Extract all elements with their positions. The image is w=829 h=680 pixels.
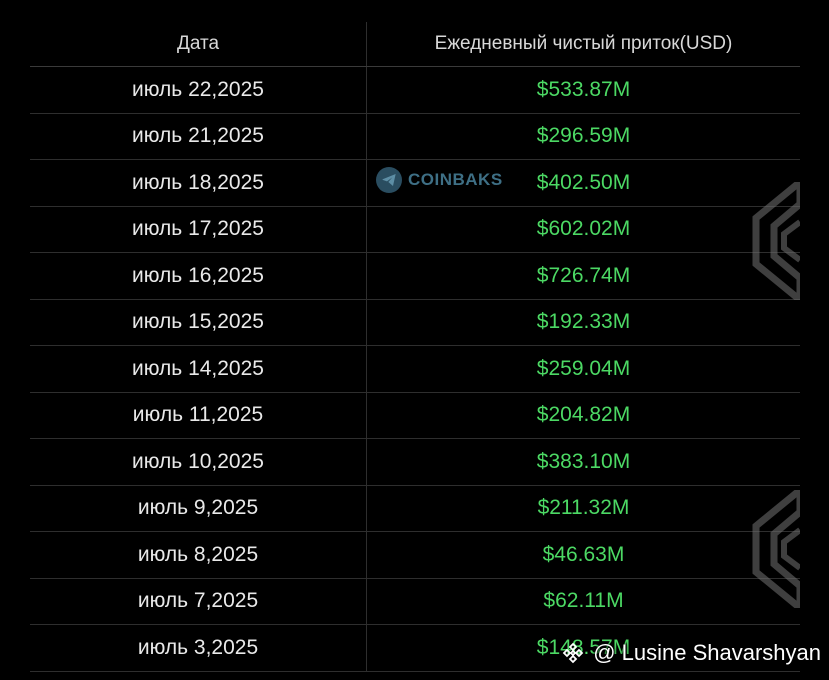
watermark-logo-icon <box>752 182 800 300</box>
binance-logo-icon <box>562 642 584 664</box>
row-date: июль 11,2025 <box>132 403 264 427</box>
row-date: июль 14,2025 <box>132 356 264 380</box>
row-net-inflow: $726.74M <box>366 253 800 299</box>
row-date: июль 21,2025 <box>132 124 264 148</box>
row-date: июль 3,2025 <box>137 635 259 659</box>
author-credit: @ Lusine Shavarshyan <box>561 640 821 666</box>
row-net-inflow: $383.10M <box>366 439 800 485</box>
table-row: июль 3,2025 $148.57M <box>30 625 800 672</box>
row-date: июль 18,2025 <box>132 170 264 194</box>
row-date: июль 9,2025 <box>137 496 259 520</box>
table-row: июль 22,2025 $533.87M <box>30 67 800 114</box>
table-row: июль 8,2025 $46.63M <box>30 532 800 579</box>
table-row: июль 21,2025 $296.59M <box>30 113 800 160</box>
table-row: июль 11,2025 $204.82M <box>30 392 800 439</box>
row-net-inflow: $533.87M <box>366 67 800 113</box>
row-net-inflow: $192.33M <box>366 299 800 345</box>
telegram-icon <box>376 167 402 193</box>
row-net-inflow: $402.50M <box>366 160 800 206</box>
coinbaks-watermark: COINBAKS <box>376 166 503 194</box>
row-net-inflow: $204.82M <box>366 392 800 438</box>
row-net-inflow: $148.57M <box>366 625 800 671</box>
table-header-row: Дата Ежедневный чистый приток(USD) <box>30 22 800 67</box>
table-row: июль 15,2025 $192.33M <box>30 299 800 346</box>
row-net-inflow: $296.59M <box>366 113 800 159</box>
row-net-inflow: $46.63M <box>366 532 800 578</box>
table-row: июль 16,2025 $726.74M <box>30 253 800 300</box>
table-body: июль 22,2025 $533.87M июль 21,2025 $296.59M… <box>30 67 800 672</box>
table-row: июль 10,2025 $383.10M <box>30 439 800 486</box>
coinbaks-brand: COINBAKS <box>408 170 503 189</box>
inflow-table: Дата Ежедневный чистый приток(USD) июль … <box>30 22 800 672</box>
table-row: июль 17,2025 $602.02M <box>30 206 800 253</box>
row-date: июль 22,2025 <box>132 77 264 101</box>
row-net-inflow: $62.11M <box>366 578 800 624</box>
watermark-logo-icon <box>752 490 800 608</box>
credit-text: @ Lusine Shavarshyan <box>593 640 821 665</box>
row-net-inflow: $211.32M <box>366 485 800 531</box>
header-net-inflow: Ежедневный чистый приток(USD) <box>366 22 800 66</box>
row-date: июль 7,2025 <box>137 589 259 613</box>
row-date: июль 15,2025 <box>132 310 264 334</box>
row-net-inflow: $259.04M <box>366 346 800 392</box>
row-date: июль 10,2025 <box>132 449 264 473</box>
table-row: июль 18,2025 $402.50M <box>30 160 800 207</box>
table-row: июль 14,2025 $259.04M <box>30 346 800 393</box>
header-date: Дата <box>176 33 220 54</box>
table-row: июль 7,2025 $62.11M <box>30 578 800 625</box>
table-row: июль 9,2025 $211.32M <box>30 485 800 532</box>
row-date: июль 8,2025 <box>137 542 259 566</box>
row-net-inflow: $602.02M <box>366 206 800 252</box>
row-date: июль 17,2025 <box>132 217 264 241</box>
row-date: июль 16,2025 <box>132 263 264 287</box>
